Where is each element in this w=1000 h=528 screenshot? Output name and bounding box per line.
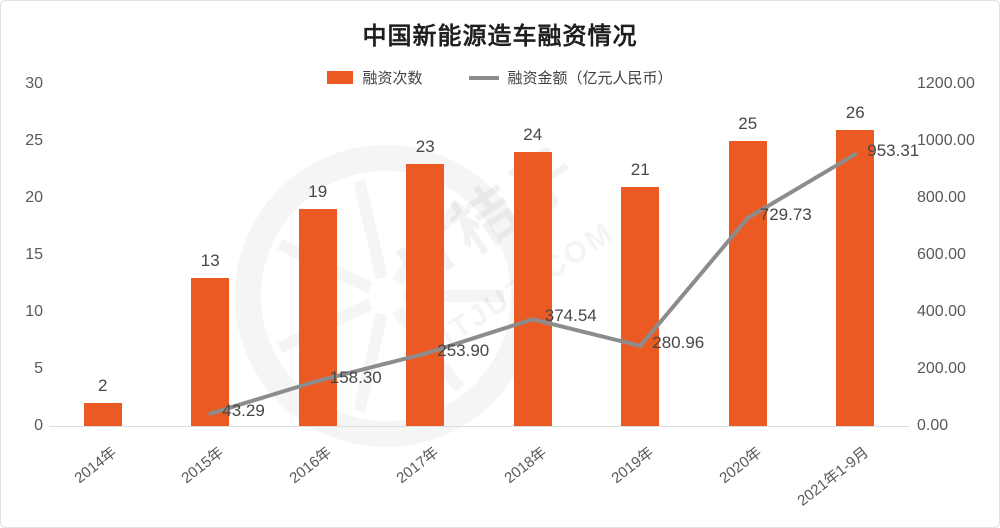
x-axis-line xyxy=(49,426,909,427)
bar-2017年 xyxy=(406,163,445,426)
bar-value-label: 23 xyxy=(415,136,435,156)
x-axis-label: 2015年 xyxy=(178,443,228,488)
bar-value-label: 19 xyxy=(308,182,328,202)
x-axis-label: 2020年 xyxy=(716,443,765,488)
legend-label-line-series: 融资金额（亿元人民币） xyxy=(507,70,673,87)
line-value-label: 158.30 xyxy=(329,367,382,387)
x-axis-label: 2017年 xyxy=(393,443,443,488)
bar-2020年 xyxy=(728,141,767,426)
y-tick-right: 600.00 xyxy=(917,246,966,263)
y-tick-left: 5 xyxy=(34,360,43,377)
bar-2016年 xyxy=(298,209,337,426)
y-tick-right: 0.00 xyxy=(917,417,949,434)
bar-value-label: 26 xyxy=(845,102,865,122)
y-tick-right: 400.00 xyxy=(917,303,966,320)
legend: 融资次数 融资金额（亿元人民币） xyxy=(1,67,999,88)
bar-value-label: 2 xyxy=(98,376,108,396)
line-series-swatch-icon xyxy=(468,75,499,80)
x-axis-label: 2021年1-9月 xyxy=(794,443,873,510)
line-value-label: 280.96 xyxy=(652,332,705,352)
bar-2019年 xyxy=(621,186,660,426)
line-value-label: 374.54 xyxy=(544,306,597,326)
y-tick-right: 1000.00 xyxy=(917,132,975,149)
line-value-label: 729.73 xyxy=(759,205,812,225)
legend-label-bar-series: 融资次数 xyxy=(362,70,423,87)
x-axis-label: 2019年 xyxy=(608,443,658,488)
bar-value-label: 21 xyxy=(630,159,650,179)
line-value-label: 253.90 xyxy=(437,340,490,360)
line-value-label: 43.29 xyxy=(222,400,265,420)
y-tick-left: 30 xyxy=(25,75,43,92)
y-tick-left: 10 xyxy=(25,303,43,320)
bar-value-label: 24 xyxy=(523,125,543,145)
bar-2018年 xyxy=(513,152,552,426)
y-tick-right: 200.00 xyxy=(917,360,966,377)
x-axis-label: 2014年 xyxy=(71,443,120,488)
x-axis-label: 2016年 xyxy=(286,443,335,488)
y-tick-right: 1200.00 xyxy=(917,75,975,92)
bar-value-label: 25 xyxy=(738,114,758,133)
line-value-label: 953.31 xyxy=(867,141,920,161)
bar-2021年1-9月 xyxy=(836,129,875,426)
x-axis-label: 2018年 xyxy=(501,443,550,488)
bar-series-swatch-icon xyxy=(327,71,354,84)
legend-item-bar-series: 融资次数 xyxy=(327,67,423,88)
y-tick-left: 15 xyxy=(25,246,43,263)
bar-2014年 xyxy=(83,403,122,426)
y-tick-right: 800.00 xyxy=(917,189,966,206)
chart-title: 中国新能源造车融资情况 xyxy=(362,23,638,50)
bar-value-label: 13 xyxy=(200,250,220,270)
y-tick-left: 0 xyxy=(34,417,43,434)
legend-item-line-series: 融资金额（亿元人民币） xyxy=(468,67,673,88)
y-tick-left: 25 xyxy=(25,132,43,149)
y-tick-left: 20 xyxy=(25,189,43,206)
